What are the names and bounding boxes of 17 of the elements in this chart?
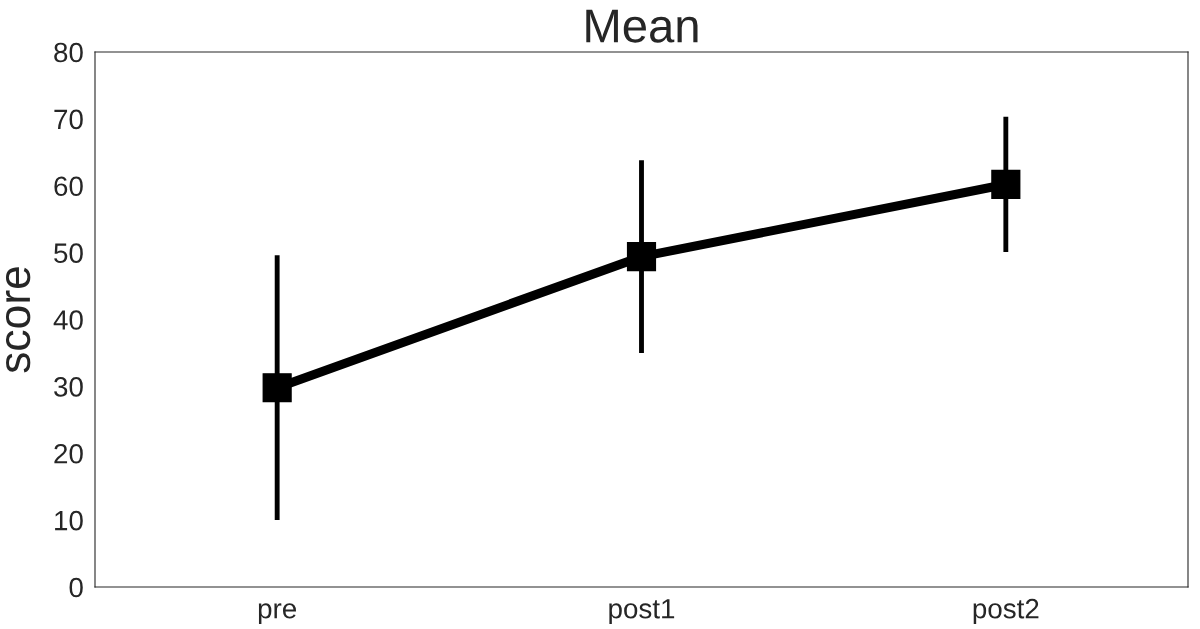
y-tick-label: 0 — [69, 577, 83, 598]
x-tick-label: pre — [258, 603, 297, 625]
x-tick-label: post1 — [609, 599, 675, 625]
x-tick-label: post2 — [973, 598, 1039, 625]
point — [991, 169, 1021, 199]
point — [626, 242, 657, 272]
y-tick-label: 60 — [54, 176, 83, 197]
y-tick-label: 20 — [54, 443, 83, 464]
y-tick-label: 70 — [54, 109, 83, 130]
y-tick-label: 50 — [54, 243, 83, 263]
chart-title: Mean — [586, 9, 698, 43]
y-tick-label: 80 — [54, 42, 83, 63]
y-tick-label: 10 — [55, 510, 83, 531]
point — [262, 373, 292, 403]
y-tick-label: 40 — [53, 310, 83, 330]
y-axis-title: score — [5, 267, 31, 373]
y-tick-label: 30 — [54, 377, 83, 397]
